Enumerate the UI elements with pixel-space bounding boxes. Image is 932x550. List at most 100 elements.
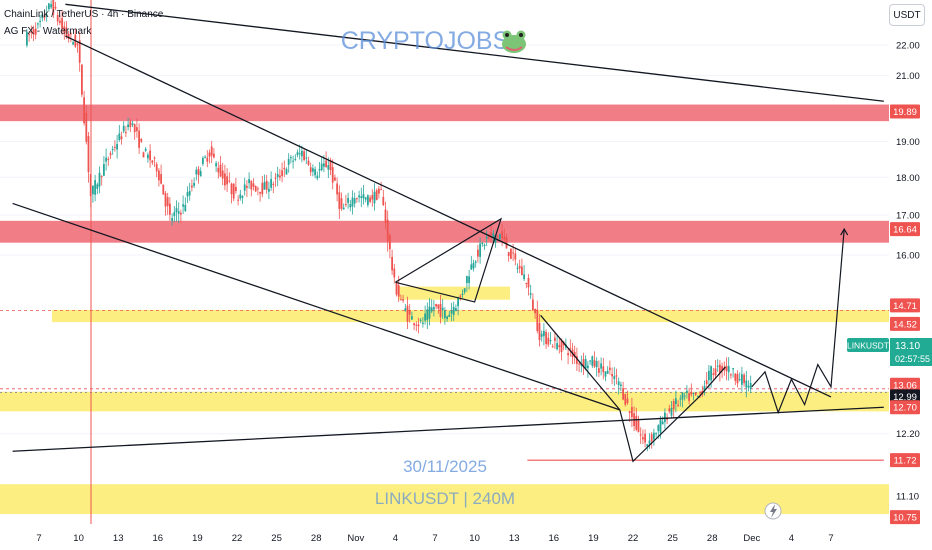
candle-body [714,368,717,376]
candle-body [325,160,327,168]
candle-body [228,180,231,182]
candle-body [208,152,211,157]
candle-body [34,28,37,35]
candle-body [32,29,35,35]
candle-body [268,188,270,192]
candle-body [166,197,169,207]
candle-body [479,243,481,257]
candle-body [107,158,110,160]
candle-body [213,153,215,158]
candle-body [63,26,66,33]
candle-body [617,381,620,386]
candle-body [373,191,376,204]
currency-button[interactable]: USDT [889,4,925,26]
candle-body [677,404,679,406]
time-tick: 28 [311,533,322,544]
candle-body [507,252,510,257]
candle-body [499,234,501,240]
candle-body [309,167,312,173]
candle-body [78,40,81,63]
candle-body [664,412,666,423]
candle-body [125,131,127,133]
candle-body [560,339,563,353]
current-price: 13.10 [895,341,920,352]
price-label: 10.75 [893,513,917,524]
price-label-box [890,400,920,415]
price-tick: 18.00 [896,173,920,184]
price-label: 12.99 [893,392,917,403]
time-tick: 4 [789,533,794,544]
candle-body [195,169,198,175]
support-zone [0,391,889,412]
candle-body [602,366,605,373]
candle-body [85,112,88,142]
time-tick: 7 [432,533,437,544]
price-label-box [890,316,920,331]
candle-body [710,366,712,381]
candle-body [523,274,525,280]
candle-body [719,364,721,374]
candle-body [160,174,162,184]
candle-body [463,288,466,293]
candle-body [386,219,389,242]
time-axis[interactable]: 7 10 13 16 19 22 25 28 Nov 4 7 10 13 16 19 22 25 28 Dec 4 7 [0,524,932,550]
candle-body [151,160,154,163]
candle-body [375,190,378,201]
time-tick: 22 [232,533,243,544]
lightning-icon[interactable] [764,502,782,520]
candle-body [171,218,173,221]
candle-body [624,394,627,405]
candle-body [347,197,349,203]
price-zones [0,0,889,524]
candle-body [136,127,138,132]
candle-body [239,194,242,199]
price-axis[interactable]: 22.0021.0020.0019.0018.0017.0016.0013.00… [889,0,932,550]
candle-body [481,243,484,245]
candle-body [147,154,149,159]
candle-body [219,164,222,177]
candle-body [547,337,550,345]
candle-body [461,293,464,295]
candle-body [567,352,569,356]
candle-body [492,233,495,239]
candle-body [384,209,387,223]
candle-body [342,207,345,210]
candle-body [305,157,308,159]
candle-body [631,407,633,418]
candle-body [283,167,286,170]
candle-body [470,264,473,270]
price-tick: 16.00 [896,250,920,261]
candle-body [697,395,699,397]
candle-body [87,136,90,173]
candle-body [316,175,319,179]
candle-body [199,171,202,177]
candle-body [261,183,264,195]
candle-body [404,308,407,311]
candle-body [96,184,99,189]
candle-body [52,0,55,15]
price-axis-bg [889,0,932,550]
candle-body [360,196,363,198]
candle-body [527,277,530,288]
candle-body [518,265,521,269]
candle-body [686,390,688,394]
candle-body [41,14,44,19]
candle-body [609,367,611,371]
candle-body [345,203,347,205]
candle-body [76,43,79,45]
candle-body [120,136,123,140]
candle-body [650,434,653,442]
candle-body [175,208,178,213]
candle-body [287,158,290,165]
candle-body [402,299,404,301]
candle-body [303,151,305,160]
time-tick: 10 [469,533,480,544]
candle-body [397,285,400,297]
candle-body [164,193,167,207]
candle-body [131,123,134,125]
price-label-box [890,377,920,392]
time-tick: 28 [707,533,718,544]
candle-body [727,366,730,373]
